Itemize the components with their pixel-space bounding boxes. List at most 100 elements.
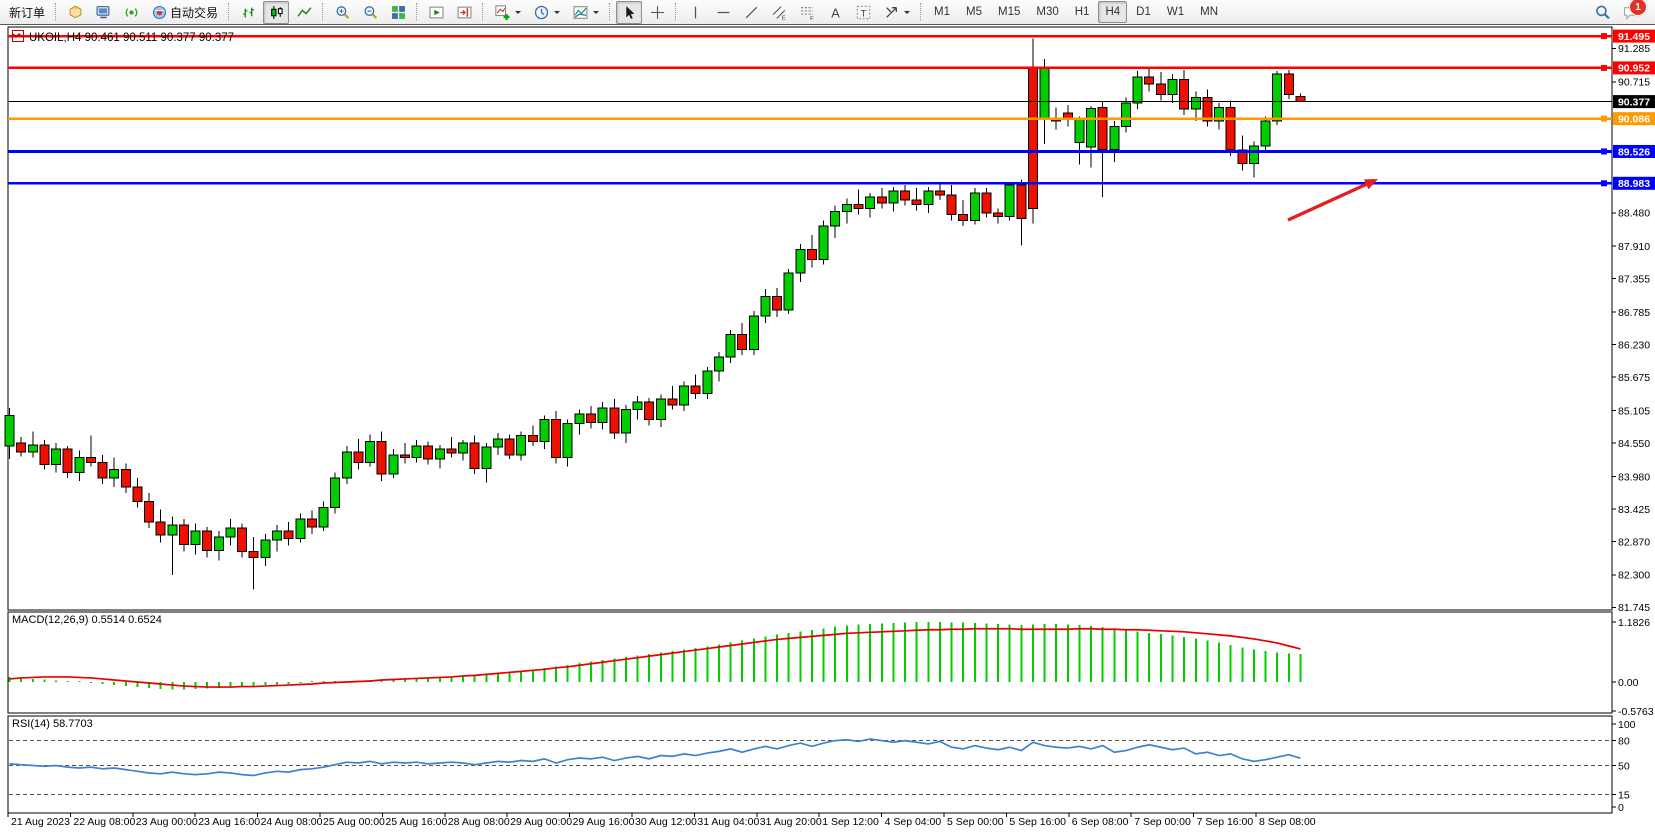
candle — [725, 334, 736, 358]
candle — [923, 190, 934, 206]
candle — [830, 211, 841, 227]
terminal-button[interactable] — [90, 1, 116, 24]
toolbar-right: 1 — [1594, 0, 1652, 20]
time-tick-label: 28 Aug 08:00 — [448, 816, 510, 828]
signals-button[interactable] — [118, 1, 144, 24]
toolbar-separator — [322, 3, 324, 21]
candle — [1039, 67, 1050, 120]
candlestick-icon — [268, 4, 284, 20]
dropdown-caret[interactable] — [593, 11, 600, 17]
market-watch-button[interactable] — [62, 1, 88, 24]
candle — [551, 419, 562, 459]
arrow-shaft[interactable] — [1287, 182, 1367, 222]
toolbar-separator — [228, 3, 230, 21]
annotation-arrow[interactable] — [1287, 179, 1378, 222]
new-order-button[interactable]: 新订单 — [4, 1, 50, 24]
text-button[interactable]: A — [822, 1, 848, 24]
hline-handle[interactable] — [1601, 115, 1607, 122]
notifications-button[interactable]: 1 — [1622, 0, 1647, 20]
timeframe-m30[interactable]: M30 — [1029, 1, 1065, 23]
periods-button[interactable] — [528, 1, 565, 24]
candle — [1027, 67, 1038, 210]
timeframe-m15[interactable]: M15 — [991, 1, 1027, 23]
candlestick-chart-button[interactable] — [263, 0, 290, 24]
candle — [818, 225, 829, 261]
macd-panel — [7, 611, 1613, 714]
channel-button[interactable]: E — [766, 1, 792, 24]
svg-text:T: T — [860, 8, 866, 19]
cursor-button[interactable] — [616, 0, 643, 24]
price-tick-label: 91.285 — [1618, 43, 1650, 55]
dropdown-caret[interactable] — [904, 11, 911, 17]
toolbar-separator — [609, 3, 611, 21]
candle — [109, 468, 120, 479]
candle — [295, 518, 306, 540]
new-chart-button[interactable] — [489, 1, 526, 24]
candle — [958, 214, 969, 221]
candle — [1086, 107, 1097, 148]
candle — [760, 296, 771, 317]
price-tag — [1613, 61, 1655, 75]
time-tick-label: 30 Aug 12:00 — [635, 816, 697, 828]
candle — [434, 448, 445, 460]
timeframe-m5[interactable]: M5 — [959, 1, 989, 23]
label-button[interactable]: T — [850, 1, 876, 24]
candle — [934, 190, 945, 196]
bar-chart-button[interactable] — [235, 1, 261, 24]
crosshair-button[interactable] — [644, 1, 670, 24]
time-tick-label: 23 Aug 16:00 — [198, 816, 260, 828]
zoom-out-button[interactable] — [357, 1, 383, 24]
autotrading-button[interactable]: 自动交易 — [146, 1, 223, 24]
chart-canvas[interactable]: 91.49590.95290.37790.08689.52688.98391.2… — [0, 26, 1655, 836]
price-tick-label: 86.785 — [1618, 307, 1650, 319]
toolbar-separator — [675, 3, 677, 21]
hline-handle[interactable] — [1601, 33, 1607, 40]
timeframe-d1[interactable]: D1 — [1129, 1, 1158, 23]
candle — [1074, 119, 1085, 143]
hline-handle[interactable] — [1601, 64, 1607, 71]
fibonacci-icon: F — [799, 4, 815, 20]
price-tick-label: 83.980 — [1618, 471, 1650, 483]
line-chart-button[interactable] — [291, 1, 317, 24]
candle — [1167, 79, 1178, 95]
candle — [365, 440, 376, 463]
candle — [1214, 106, 1225, 122]
search-button[interactable] — [1594, 4, 1610, 20]
chart-shift-button[interactable] — [451, 1, 477, 24]
indicators-button[interactable] — [567, 1, 604, 24]
dropdown-caret[interactable] — [554, 11, 561, 17]
vertical-line-icon — [687, 4, 703, 20]
tile-windows-button[interactable] — [385, 1, 411, 24]
hline-handle[interactable] — [1601, 180, 1607, 187]
candle — [562, 423, 573, 459]
dropdown-caret[interactable] — [515, 11, 522, 17]
timeframe-label: H4 — [1105, 6, 1121, 18]
fibonacci-button[interactable]: F — [794, 1, 820, 24]
timeframe-h1[interactable]: H1 — [1068, 1, 1097, 23]
toolbar-separator — [416, 3, 418, 21]
time-tick-label: 31 Aug 04:00 — [697, 816, 759, 828]
timeframe-mn[interactable]: MN — [1193, 1, 1225, 23]
macd-axis-label: 1.1826 — [1618, 617, 1650, 629]
candle — [1295, 96, 1306, 103]
candle — [237, 527, 248, 552]
vertical-line-button[interactable] — [682, 1, 708, 24]
price-tag — [1613, 29, 1655, 43]
timeframe-m1[interactable]: M1 — [927, 1, 957, 23]
timeframe-h4[interactable]: H4 — [1098, 1, 1128, 23]
hline-handle[interactable] — [1601, 148, 1607, 155]
autotrading-icon — [151, 4, 167, 20]
price-tick-label: 82.870 — [1618, 536, 1650, 548]
candle — [806, 249, 817, 261]
auto-scroll-button[interactable] — [423, 1, 449, 24]
zoom-in-button[interactable] — [329, 1, 355, 24]
search-icon — [1594, 4, 1610, 20]
rsi-axis-label: 100 — [1618, 719, 1636, 731]
arrows-button[interactable] — [878, 1, 915, 24]
trendline-button[interactable] — [738, 1, 764, 24]
arrow-head[interactable] — [1363, 179, 1378, 190]
horizontal-line-button[interactable] — [710, 1, 736, 24]
timeframe-w1[interactable]: W1 — [1160, 1, 1191, 23]
candle — [376, 440, 387, 475]
macd-indicator: 1.1826 0.00 -0.5763 — [8, 617, 1654, 718]
